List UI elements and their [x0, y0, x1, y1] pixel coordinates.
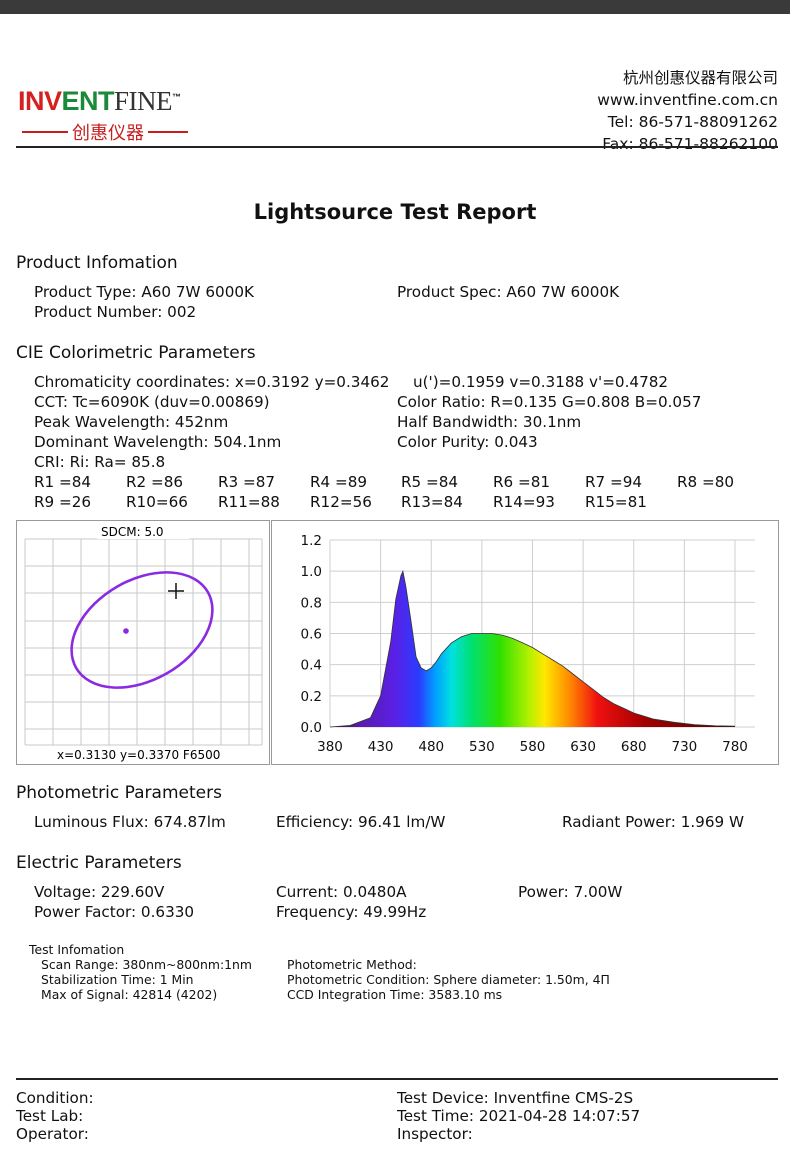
- color-ratio: Color Ratio: R=0.135 G=0.808 B=0.057: [397, 393, 702, 411]
- y-tick-label: 0.6: [301, 627, 322, 643]
- r-value: R13=84: [401, 493, 463, 511]
- peak-wavelength: Peak Wavelength: 452nm: [34, 413, 229, 431]
- section-cie-heading: CIE Colorimetric Parameters: [16, 343, 256, 363]
- measured-point-cross: [168, 583, 184, 599]
- report-title: Lightsource Test Report: [253, 200, 537, 224]
- logo-line-left: [22, 131, 68, 133]
- contact-block: 杭州创惠仪器有限公司 www.inventfine.com.cn Tel: 86…: [597, 67, 778, 155]
- x-tick-label: 630: [570, 739, 596, 755]
- spectrum-line: [329, 569, 736, 728]
- y-tick-label: 0.2: [301, 689, 322, 705]
- y-tick-label: 1.0: [301, 564, 322, 580]
- color-purity: Color Purity: 0.043: [397, 433, 538, 451]
- x-tick-label: 380: [317, 739, 343, 755]
- uv-coordinates: u(')=0.1959 v=0.3188 v'=0.4782: [413, 373, 669, 391]
- test-time: Test Time: 2021-04-28 14:07:57: [397, 1107, 641, 1125]
- x-tick-label: 530: [469, 739, 495, 755]
- company-logo: INVENTFINE™: [18, 86, 181, 117]
- logo-text-v: V: [44, 86, 62, 116]
- cri: CRI: Ri: Ra= 85.8: [34, 453, 166, 471]
- test-lab: Test Lab:: [16, 1107, 84, 1125]
- section-product-heading: Product Infomation: [16, 253, 178, 273]
- luminous-flux: Luminous Flux: 674.87lm: [34, 813, 226, 831]
- dominant-wavelength: Dominant Wavelength: 504.1nm: [34, 433, 282, 451]
- r-value: R9 =26: [34, 493, 92, 511]
- product-spec: Product Spec: A60 7W 6000K: [397, 283, 620, 301]
- r-value: R3 =87: [218, 473, 276, 491]
- inspector: Inspector:: [397, 1125, 473, 1143]
- r-value: R15=81: [585, 493, 647, 511]
- logo-line-right: [148, 131, 188, 133]
- x-tick-label: 480: [418, 739, 444, 755]
- y-tick-label: 0.0: [301, 720, 322, 736]
- x-tick-label: 430: [368, 739, 394, 755]
- max-signal: Max of Signal: 42814 (4202): [41, 987, 218, 1002]
- section-photometric-heading: Photometric Parameters: [16, 783, 222, 803]
- radiant-power: Radiant Power: 1.969 W: [562, 813, 745, 831]
- section-test-info-heading: Test Infomation: [29, 942, 125, 957]
- spectrum-chart: 0.0 0.2 0.4 0.6 0.8 1.0 1.2 380 430 480 530 580 630…: [301, 533, 755, 755]
- half-bandwidth: Half Bandwidth: 30.1nm: [397, 413, 582, 431]
- sdcm-label: SDCM: 5.0: [101, 525, 164, 539]
- operator: Operator:: [16, 1125, 89, 1143]
- r-value: R14=93: [493, 493, 555, 511]
- r-value: R2 =86: [126, 473, 184, 491]
- r-value: R12=56: [310, 493, 372, 511]
- logo-text-ent: ENT: [61, 86, 115, 116]
- stabilization-time: Stabilization Time: 1 Min: [41, 972, 194, 987]
- chromaticity: Chromaticity coordinates: x=0.3192 y=0.3…: [34, 373, 390, 391]
- efficiency: Efficiency: 96.41 lm/W: [276, 813, 446, 831]
- y-tick-label: 1.2: [301, 533, 322, 549]
- header-divider: [16, 146, 778, 148]
- logo-chinese: 创惠仪器: [72, 123, 144, 144]
- sdcm-coordinates: x=0.3130 y=0.3370 F6500: [57, 748, 220, 762]
- website: www.inventfine.com.cn: [597, 91, 778, 109]
- section-electric-heading: Electric Parameters: [16, 853, 182, 873]
- x-tick-label: 680: [621, 739, 647, 755]
- power-factor: Power Factor: 0.6330: [34, 903, 195, 921]
- logo-trademark: ™: [172, 92, 181, 102]
- y-tick-label: 0.4: [301, 658, 322, 674]
- x-tick-label: 580: [520, 739, 546, 755]
- company-name: 杭州创惠仪器有限公司: [622, 69, 778, 87]
- x-tick-label: 780: [722, 739, 748, 755]
- current: Current: 0.0480A: [276, 883, 407, 901]
- x-tick-label: 730: [671, 739, 697, 755]
- frequency: Frequency: 49.99Hz: [276, 903, 427, 921]
- r-value: R1 =84: [34, 473, 92, 491]
- photometric-method: Photometric Method:: [287, 957, 417, 972]
- spectrum-panel: 0.0 0.2 0.4 0.6 0.8 1.0 1.2 380 430 480 530 580 630…: [271, 520, 779, 765]
- logo-text-fine: FINE: [114, 86, 173, 116]
- sdcm-panel: SDCM: 5.0 x=0.3130 y=0.3370 F6500: [16, 520, 270, 765]
- photometric-condition: Photometric Condition: Sphere diameter: …: [287, 972, 610, 987]
- r-value: R7 =94: [585, 473, 643, 491]
- sdcm-ellipse: [70, 571, 214, 689]
- r-value: R6 =81: [493, 473, 551, 491]
- r-value: R5 =84: [401, 473, 459, 491]
- target-point: [123, 628, 129, 634]
- voltage: Voltage: 229.60V: [34, 883, 165, 901]
- y-tick-label: 0.8: [301, 595, 322, 611]
- r-value: R10=66: [126, 493, 188, 511]
- top-bar: [0, 0, 790, 14]
- product-number: Product Number: 002: [34, 303, 197, 321]
- condition: Condition:: [16, 1089, 94, 1107]
- footer-divider: [16, 1078, 778, 1080]
- ccd-integration-time: CCD Integration Time: 3583.10 ms: [287, 987, 503, 1002]
- cct: CCT: Tc=6090K (duv=0.00869): [34, 393, 270, 411]
- r-value: R11=88: [218, 493, 280, 511]
- spectrum-area: [330, 571, 735, 727]
- scan-range: Scan Range: 380nm~800nm:1nm: [41, 957, 252, 972]
- fax: Fax: 86-571-88262100: [602, 135, 778, 153]
- logo-text-in: IN: [18, 86, 45, 116]
- telephone: Tel: 86-571-88091262: [607, 113, 778, 131]
- r-value: R4 =89: [310, 473, 368, 491]
- test-device: Test Device: Inventfine CMS-2S: [397, 1089, 634, 1107]
- sdcm-ellipse-plot: SDCM: 5.0 x=0.3130 y=0.3370 F6500: [24, 524, 263, 762]
- product-type: Product Type: A60 7W 6000K: [34, 283, 254, 301]
- power: Power: 7.00W: [518, 883, 623, 901]
- r-value: R8 =80: [677, 473, 735, 491]
